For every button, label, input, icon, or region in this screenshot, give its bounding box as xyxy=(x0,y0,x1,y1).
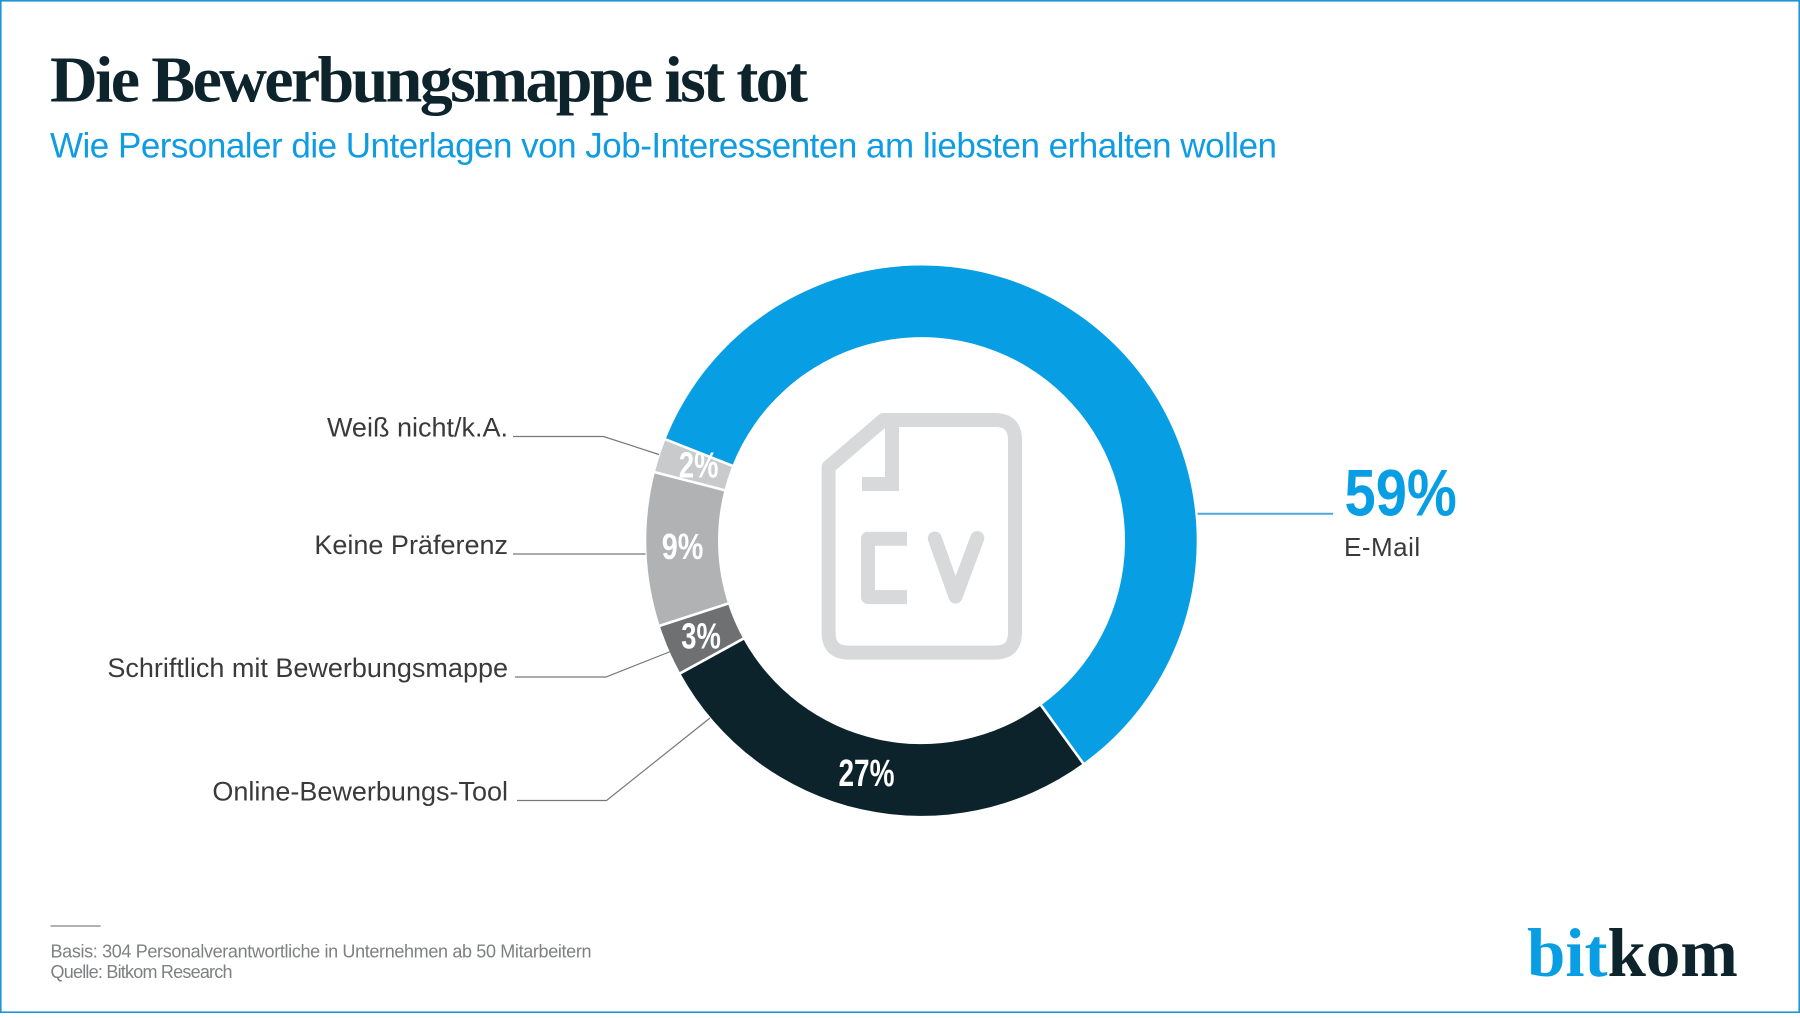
svg-text:Quelle: Bitkom Research: Quelle: Bitkom Research xyxy=(51,962,233,982)
svg-text:Die Bewerbungsmappe ist tot: Die Bewerbungsmappe ist tot xyxy=(50,44,808,117)
svg-text:Wie Personaler die Unterlagen: Wie Personaler die Unterlagen von Job-In… xyxy=(50,127,1277,166)
svg-text:27%: 27% xyxy=(839,753,895,795)
svg-text:Basis: 304 Personalverantwortl: Basis: 304 Personalverantwortliche in Un… xyxy=(51,942,592,962)
svg-text:2%: 2% xyxy=(679,445,719,486)
svg-text:59%: 59% xyxy=(1345,456,1457,529)
svg-text:3%: 3% xyxy=(681,616,721,657)
svg-text:Keine Präferenz: Keine Präferenz xyxy=(314,530,508,560)
svg-text:E-Mail: E-Mail xyxy=(1344,532,1421,562)
svg-text:Schriftlich mit Bewerbungsmapp: Schriftlich mit Bewerbungsmappe xyxy=(107,653,508,683)
svg-text:9%: 9% xyxy=(662,526,704,567)
svg-text:bitkom: bitkom xyxy=(1527,915,1738,991)
svg-text:Online-Bewerbungs-Tool: Online-Bewerbungs-Tool xyxy=(212,777,508,807)
svg-text:Weiß nicht/k.A.: Weiß nicht/k.A. xyxy=(327,412,508,442)
